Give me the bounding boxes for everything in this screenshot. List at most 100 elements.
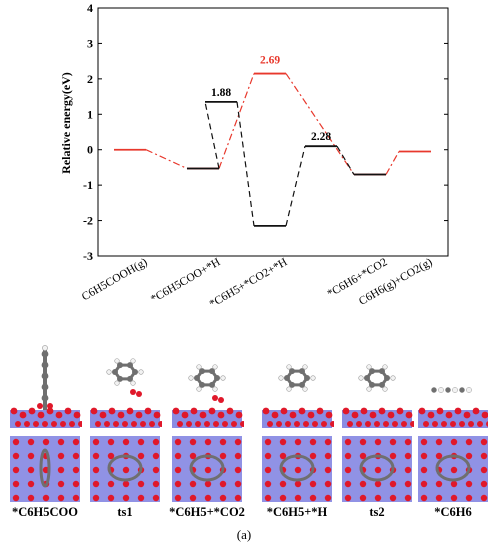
oxygen-atom	[389, 494, 397, 502]
oxygen-atom	[303, 421, 309, 427]
oxygen-atom	[219, 452, 227, 460]
oxygen-atom	[234, 480, 242, 488]
carbon-atom	[127, 375, 133, 382]
carbon-atom	[199, 368, 205, 375]
oxygen-atom	[324, 494, 332, 502]
black-connector	[285, 146, 306, 227]
carbon-atom	[117, 362, 123, 369]
oxygen-atom	[57, 466, 65, 474]
benzene-atom	[452, 387, 458, 393]
y-tick-label: 2	[87, 72, 93, 86]
oxygen-atom	[325, 411, 333, 419]
hydrogen-atom	[366, 386, 372, 392]
oxygen-atom	[294, 421, 300, 427]
oxygen-atom	[234, 438, 242, 446]
chart-series: 2.69 1.88 2.28	[114, 55, 431, 227]
oxygen-atom	[104, 421, 110, 427]
red-connector	[285, 73, 355, 175]
hydrogen-atom	[106, 369, 112, 375]
benzene-atom	[438, 387, 444, 393]
adsorbate-top-view	[107, 454, 143, 482]
oxygen-atom	[72, 438, 80, 446]
oxygen-atom	[33, 421, 39, 427]
hydrogen-atom	[302, 386, 308, 392]
oxygen-atom	[280, 407, 288, 415]
oxygen-atom	[298, 407, 306, 415]
oxygen-atom	[234, 466, 242, 474]
oxygen-atom	[279, 438, 287, 446]
hydrogen-atom	[188, 375, 194, 381]
oxygen-atom	[27, 452, 35, 460]
structure-panel	[88, 340, 164, 505]
oxygen-atom	[122, 438, 130, 446]
oxygen-atom	[465, 480, 473, 488]
oxygen-atom	[10, 407, 18, 415]
oxygen-atom	[46, 407, 54, 415]
oxygen-atom	[219, 494, 227, 502]
oxygen-atom	[454, 407, 462, 415]
oxygen-atom	[309, 480, 317, 488]
hydrogen-atom	[42, 345, 48, 351]
oxygen-atom	[441, 421, 447, 427]
oxygen-atom	[55, 411, 63, 419]
oxygen-atom	[57, 452, 65, 460]
oxygen-atom	[27, 480, 35, 488]
oxygen-atom	[122, 421, 128, 427]
energy-profile-chart: -3 -2 -1 0 1 2 3 4 2.69 1.88 2.28 C6H5COOH(g) *C6H…	[59, 1, 449, 310]
oxygen-atom	[107, 452, 115, 460]
oxygen-atom	[12, 466, 20, 474]
oxygen-atom	[42, 438, 50, 446]
oxygen-atom	[396, 407, 404, 415]
oxygen-atom	[15, 421, 21, 427]
structure-image	[10, 345, 84, 502]
hydrogen-atom	[196, 364, 202, 370]
oxygen-atom	[204, 438, 212, 446]
carbon-atom	[209, 368, 215, 375]
carbon-atom	[379, 381, 385, 388]
oxygen-atom	[135, 411, 143, 419]
carbon-atom	[214, 375, 220, 381]
oxygen-atom	[47, 403, 53, 409]
oxygen-atom	[324, 438, 332, 446]
oxygen-atom	[324, 466, 332, 474]
hydrogen-atom	[220, 375, 226, 381]
oxygen-atom	[279, 494, 287, 502]
carbon-atom	[117, 375, 123, 382]
oxygen-atom	[117, 411, 125, 419]
hydrogen-atom	[114, 358, 120, 364]
hydrogen-atom	[286, 364, 292, 370]
oxygen-atom	[404, 466, 412, 474]
oxygen-atom	[465, 452, 473, 460]
oxygen-atom	[186, 421, 192, 427]
oxygen-atom	[99, 411, 107, 419]
oxygen-atom	[420, 480, 428, 488]
oxygen-atom	[144, 407, 152, 415]
oxygen-atom	[72, 466, 80, 474]
oxygen-atom	[405, 411, 413, 419]
black-connector	[236, 101, 255, 226]
hydrogen-atom	[114, 380, 120, 386]
oxygen-atom	[445, 411, 453, 419]
oxygen-atom	[435, 494, 443, 502]
carbon-atom	[299, 381, 305, 388]
structure-panel	[260, 340, 336, 505]
carbon-atom	[364, 375, 370, 381]
oxygen-atom	[213, 421, 219, 427]
oxygen-atom	[152, 494, 160, 502]
oxygen-atom	[42, 421, 48, 427]
oxygen-atom	[130, 389, 136, 395]
hydrogen-atom	[382, 386, 388, 392]
adsorbate-top-view	[189, 454, 225, 482]
oxygen-atom	[435, 452, 443, 460]
oxygen-atom	[312, 421, 318, 427]
carbon-atom	[289, 368, 295, 375]
oxygen-atom	[279, 480, 287, 488]
structure-label: *C6H5+*CO2	[169, 505, 245, 519]
hydrogen-atom	[366, 364, 372, 370]
oxygen-atom	[359, 480, 367, 488]
structure-label: *C6H6	[434, 505, 472, 519]
oxygen-atom	[222, 421, 228, 427]
oxygen-atom	[12, 494, 20, 502]
oxygen-atom	[174, 452, 182, 460]
oxygen-atom	[374, 494, 382, 502]
